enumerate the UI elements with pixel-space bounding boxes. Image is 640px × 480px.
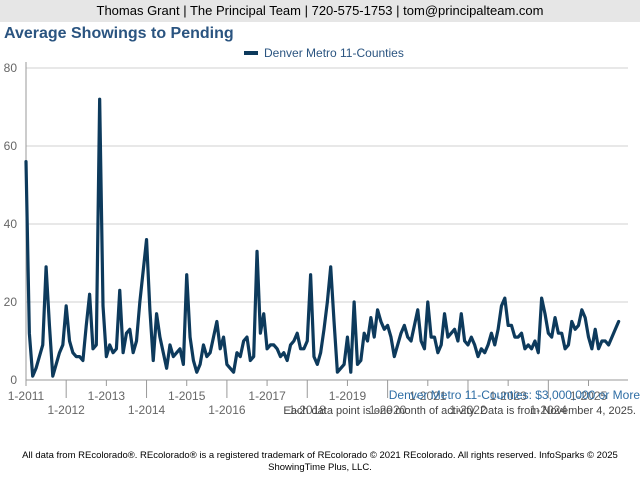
x-tick-label: 1-2014 bbox=[128, 403, 166, 417]
chart-title: Average Showings to Pending bbox=[4, 25, 234, 42]
x-tick-label: 1-2015 bbox=[168, 389, 206, 403]
x-tick-label: 1-2019 bbox=[329, 389, 367, 403]
header-bar: Thomas Grant | The Principal Team | 720-… bbox=[0, 0, 640, 22]
header-contact-text: Thomas Grant | The Principal Team | 720-… bbox=[96, 3, 544, 18]
x-tick-label: 1-2016 bbox=[208, 403, 246, 417]
series-line bbox=[24, 97, 621, 378]
plot-series bbox=[24, 97, 621, 378]
x-tick-label: 1-2013 bbox=[88, 389, 126, 403]
x-tick-label: 1-2021 bbox=[409, 389, 447, 403]
x-tick-label: 1-2025 bbox=[570, 389, 608, 403]
chart-subtitle: Denver Metro 11-Counties: $3,000,000 or … bbox=[388, 388, 640, 402]
x-tick-label: 1-2022 bbox=[449, 403, 487, 417]
footer-credit: All data from REcolorado®. REcolorado® i… bbox=[0, 450, 640, 474]
credit-line-1: All data from REcolorado®. REcolorado® i… bbox=[22, 450, 618, 461]
x-axis: 1-20111-20121-20131-20141-20151-20161-20… bbox=[8, 379, 628, 417]
legend: Denver Metro 11-Counties bbox=[244, 46, 404, 60]
x-tick-label: 1-2023 bbox=[489, 389, 527, 403]
y-tick-label: 20 bbox=[4, 295, 18, 309]
y-tick-label: 80 bbox=[4, 61, 18, 75]
x-tick-label: 1-2017 bbox=[248, 389, 286, 403]
data-note: Each data point is one month of activity… bbox=[283, 405, 636, 417]
x-tick-label: 1-2011 bbox=[8, 389, 45, 403]
x-tick-label: 1-2012 bbox=[47, 403, 85, 417]
x-tick-label: 1-2024 bbox=[530, 403, 568, 417]
credit-line-2: ShowingTime Plus, LLC. bbox=[268, 462, 372, 473]
y-tick-label: 60 bbox=[4, 139, 18, 153]
legend-label: Denver Metro 11-Counties bbox=[264, 46, 404, 60]
x-tick-label: 1-2018 bbox=[289, 403, 327, 417]
legend-swatch bbox=[244, 51, 258, 55]
y-tick-label: 0 bbox=[10, 373, 17, 387]
x-tick-label: 1-2020 bbox=[369, 403, 407, 417]
y-tick-label: 40 bbox=[4, 217, 18, 231]
